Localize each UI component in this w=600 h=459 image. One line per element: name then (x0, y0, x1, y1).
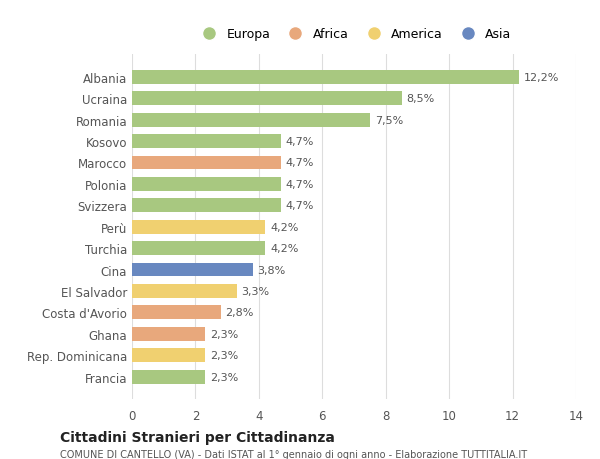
Text: 4,2%: 4,2% (270, 222, 298, 232)
Bar (132, 199, 281, 213)
Bar (132, 156, 281, 170)
Text: 2,8%: 2,8% (226, 308, 254, 318)
Text: 7,5%: 7,5% (374, 115, 403, 125)
Text: Cittadini Stranieri per Cittadinanza: Cittadini Stranieri per Cittadinanza (60, 430, 335, 444)
Text: 4,7%: 4,7% (286, 201, 314, 211)
Text: COMUNE DI CANTELLO (VA) - Dati ISTAT al 1° gennaio di ogni anno - Elaborazione T: COMUNE DI CANTELLO (VA) - Dati ISTAT al … (60, 449, 527, 459)
Text: 4,7%: 4,7% (286, 158, 314, 168)
Bar (132, 327, 205, 341)
Text: 8,5%: 8,5% (406, 94, 434, 104)
Text: 2,3%: 2,3% (210, 329, 238, 339)
Text: 3,3%: 3,3% (241, 286, 269, 296)
Bar (132, 241, 265, 256)
Bar (132, 370, 205, 384)
Text: 3,8%: 3,8% (257, 265, 286, 275)
Bar (132, 92, 401, 106)
Text: 2,3%: 2,3% (210, 350, 238, 360)
Bar (132, 348, 205, 362)
Text: 4,7%: 4,7% (286, 179, 314, 190)
Text: 2,3%: 2,3% (210, 372, 238, 382)
Bar (132, 178, 281, 191)
Text: 4,7%: 4,7% (286, 137, 314, 147)
Bar (132, 263, 253, 277)
Bar (132, 220, 265, 234)
Bar (132, 113, 370, 127)
Legend: Europa, Africa, America, Asia: Europa, Africa, America, Asia (191, 23, 517, 46)
Bar (132, 71, 519, 84)
Text: 4,2%: 4,2% (270, 244, 298, 253)
Bar (132, 284, 236, 298)
Bar (132, 306, 221, 319)
Bar (132, 135, 281, 149)
Text: 12,2%: 12,2% (524, 73, 559, 83)
